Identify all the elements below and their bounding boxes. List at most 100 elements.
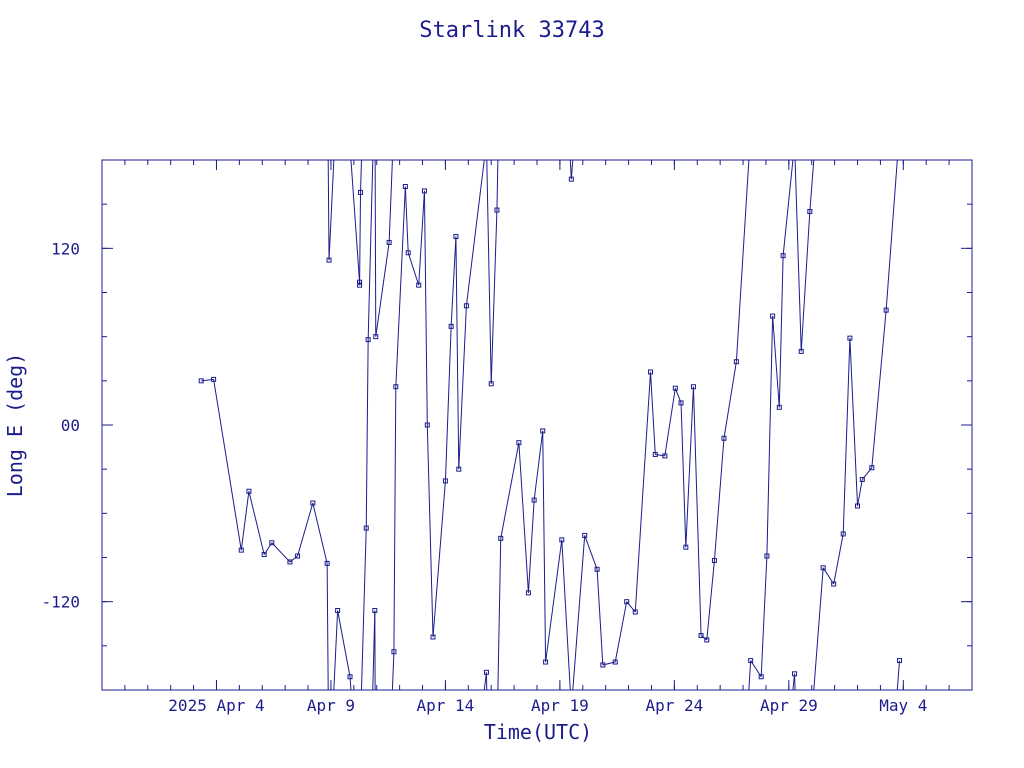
data-point [855, 503, 861, 509]
series-segment [809, 160, 815, 212]
series-segment [404, 186, 409, 253]
series-segment [360, 160, 362, 193]
x-tick-label: Apr 29 [760, 696, 818, 715]
series-segment [407, 252, 420, 286]
data-point [324, 560, 330, 566]
data-point [424, 422, 430, 428]
data-point [488, 381, 494, 387]
data-point [347, 674, 353, 680]
data-point [652, 451, 658, 457]
data-point [211, 376, 217, 382]
data-point [711, 557, 717, 563]
data-point [269, 540, 275, 546]
series-segment [748, 660, 752, 690]
series-segment [388, 160, 393, 243]
data-point [391, 649, 397, 655]
data-point [463, 303, 469, 309]
series-segment [885, 160, 898, 311]
series-segment [596, 569, 604, 666]
data-point [807, 209, 813, 215]
data-point [357, 279, 363, 285]
data-point [543, 659, 549, 665]
data-point [683, 544, 689, 550]
data-point [764, 553, 770, 559]
series-segment [692, 386, 702, 636]
series-segment [328, 160, 335, 261]
data-point [261, 552, 267, 558]
series-segment [423, 190, 428, 426]
series-segment [533, 430, 544, 501]
y-axis-label: Long E (deg) [3, 353, 27, 498]
series-segment [871, 310, 887, 468]
series-segment [561, 539, 571, 690]
series-segment [760, 556, 768, 677]
series-segment [778, 255, 784, 408]
series-segment [350, 160, 361, 283]
series-segment [213, 379, 242, 551]
series-segment [570, 160, 574, 180]
data-point [363, 525, 369, 531]
series-segment [700, 635, 708, 641]
series-segment [360, 528, 367, 690]
series-segment [849, 338, 859, 506]
data-point [612, 659, 618, 665]
series-segment [374, 160, 377, 337]
series-segment [455, 236, 460, 470]
series-segment [465, 160, 485, 306]
data-point [430, 634, 436, 640]
data-point [758, 674, 764, 680]
x-tick-label: 2025 Apr 4 [168, 696, 264, 715]
data-point [402, 184, 408, 189]
data-point [780, 253, 786, 259]
data-point [704, 637, 710, 643]
series-segment [896, 660, 900, 690]
y-tick-label: 120 [51, 239, 80, 258]
data-point [582, 532, 588, 538]
data-point [662, 453, 668, 459]
series-segment [685, 386, 694, 548]
series-segment [375, 242, 390, 337]
series-segment [584, 535, 598, 570]
series-segment [706, 560, 715, 640]
series-segment [545, 539, 563, 663]
series-segment [572, 535, 586, 690]
x-tick-label: May 4 [879, 696, 927, 715]
data-point [531, 497, 537, 503]
series-segment [391, 651, 395, 690]
data-point [365, 337, 371, 343]
data-point [594, 566, 600, 572]
x-tick-label: Apr 19 [531, 696, 589, 715]
data-point [632, 609, 638, 615]
data-point [310, 500, 316, 506]
series-segment [833, 533, 844, 585]
data-point [748, 658, 754, 664]
series-segment [312, 502, 328, 564]
series-segment [842, 338, 851, 534]
data-point [516, 440, 522, 446]
data-point [386, 239, 392, 245]
data-point [421, 188, 427, 194]
series-segment [713, 438, 725, 561]
series-segment [655, 453, 665, 457]
data-point [820, 565, 826, 571]
data-point [373, 334, 379, 340]
data-point [238, 547, 244, 553]
series-segment [458, 305, 467, 470]
series-segment [857, 479, 863, 507]
data-point [416, 282, 422, 288]
series-segment [365, 339, 369, 529]
plot-frame [101, 159, 973, 691]
series-segment [542, 430, 547, 663]
series-segment [333, 610, 339, 690]
series-segment [664, 388, 676, 456]
series-segment [326, 563, 329, 690]
data-point [624, 599, 630, 605]
data-point [559, 537, 565, 543]
data-point [792, 671, 798, 677]
data-point [690, 384, 696, 390]
data-point [405, 250, 411, 256]
data-point [483, 669, 489, 675]
data-point [448, 323, 454, 329]
data-point [776, 404, 782, 410]
